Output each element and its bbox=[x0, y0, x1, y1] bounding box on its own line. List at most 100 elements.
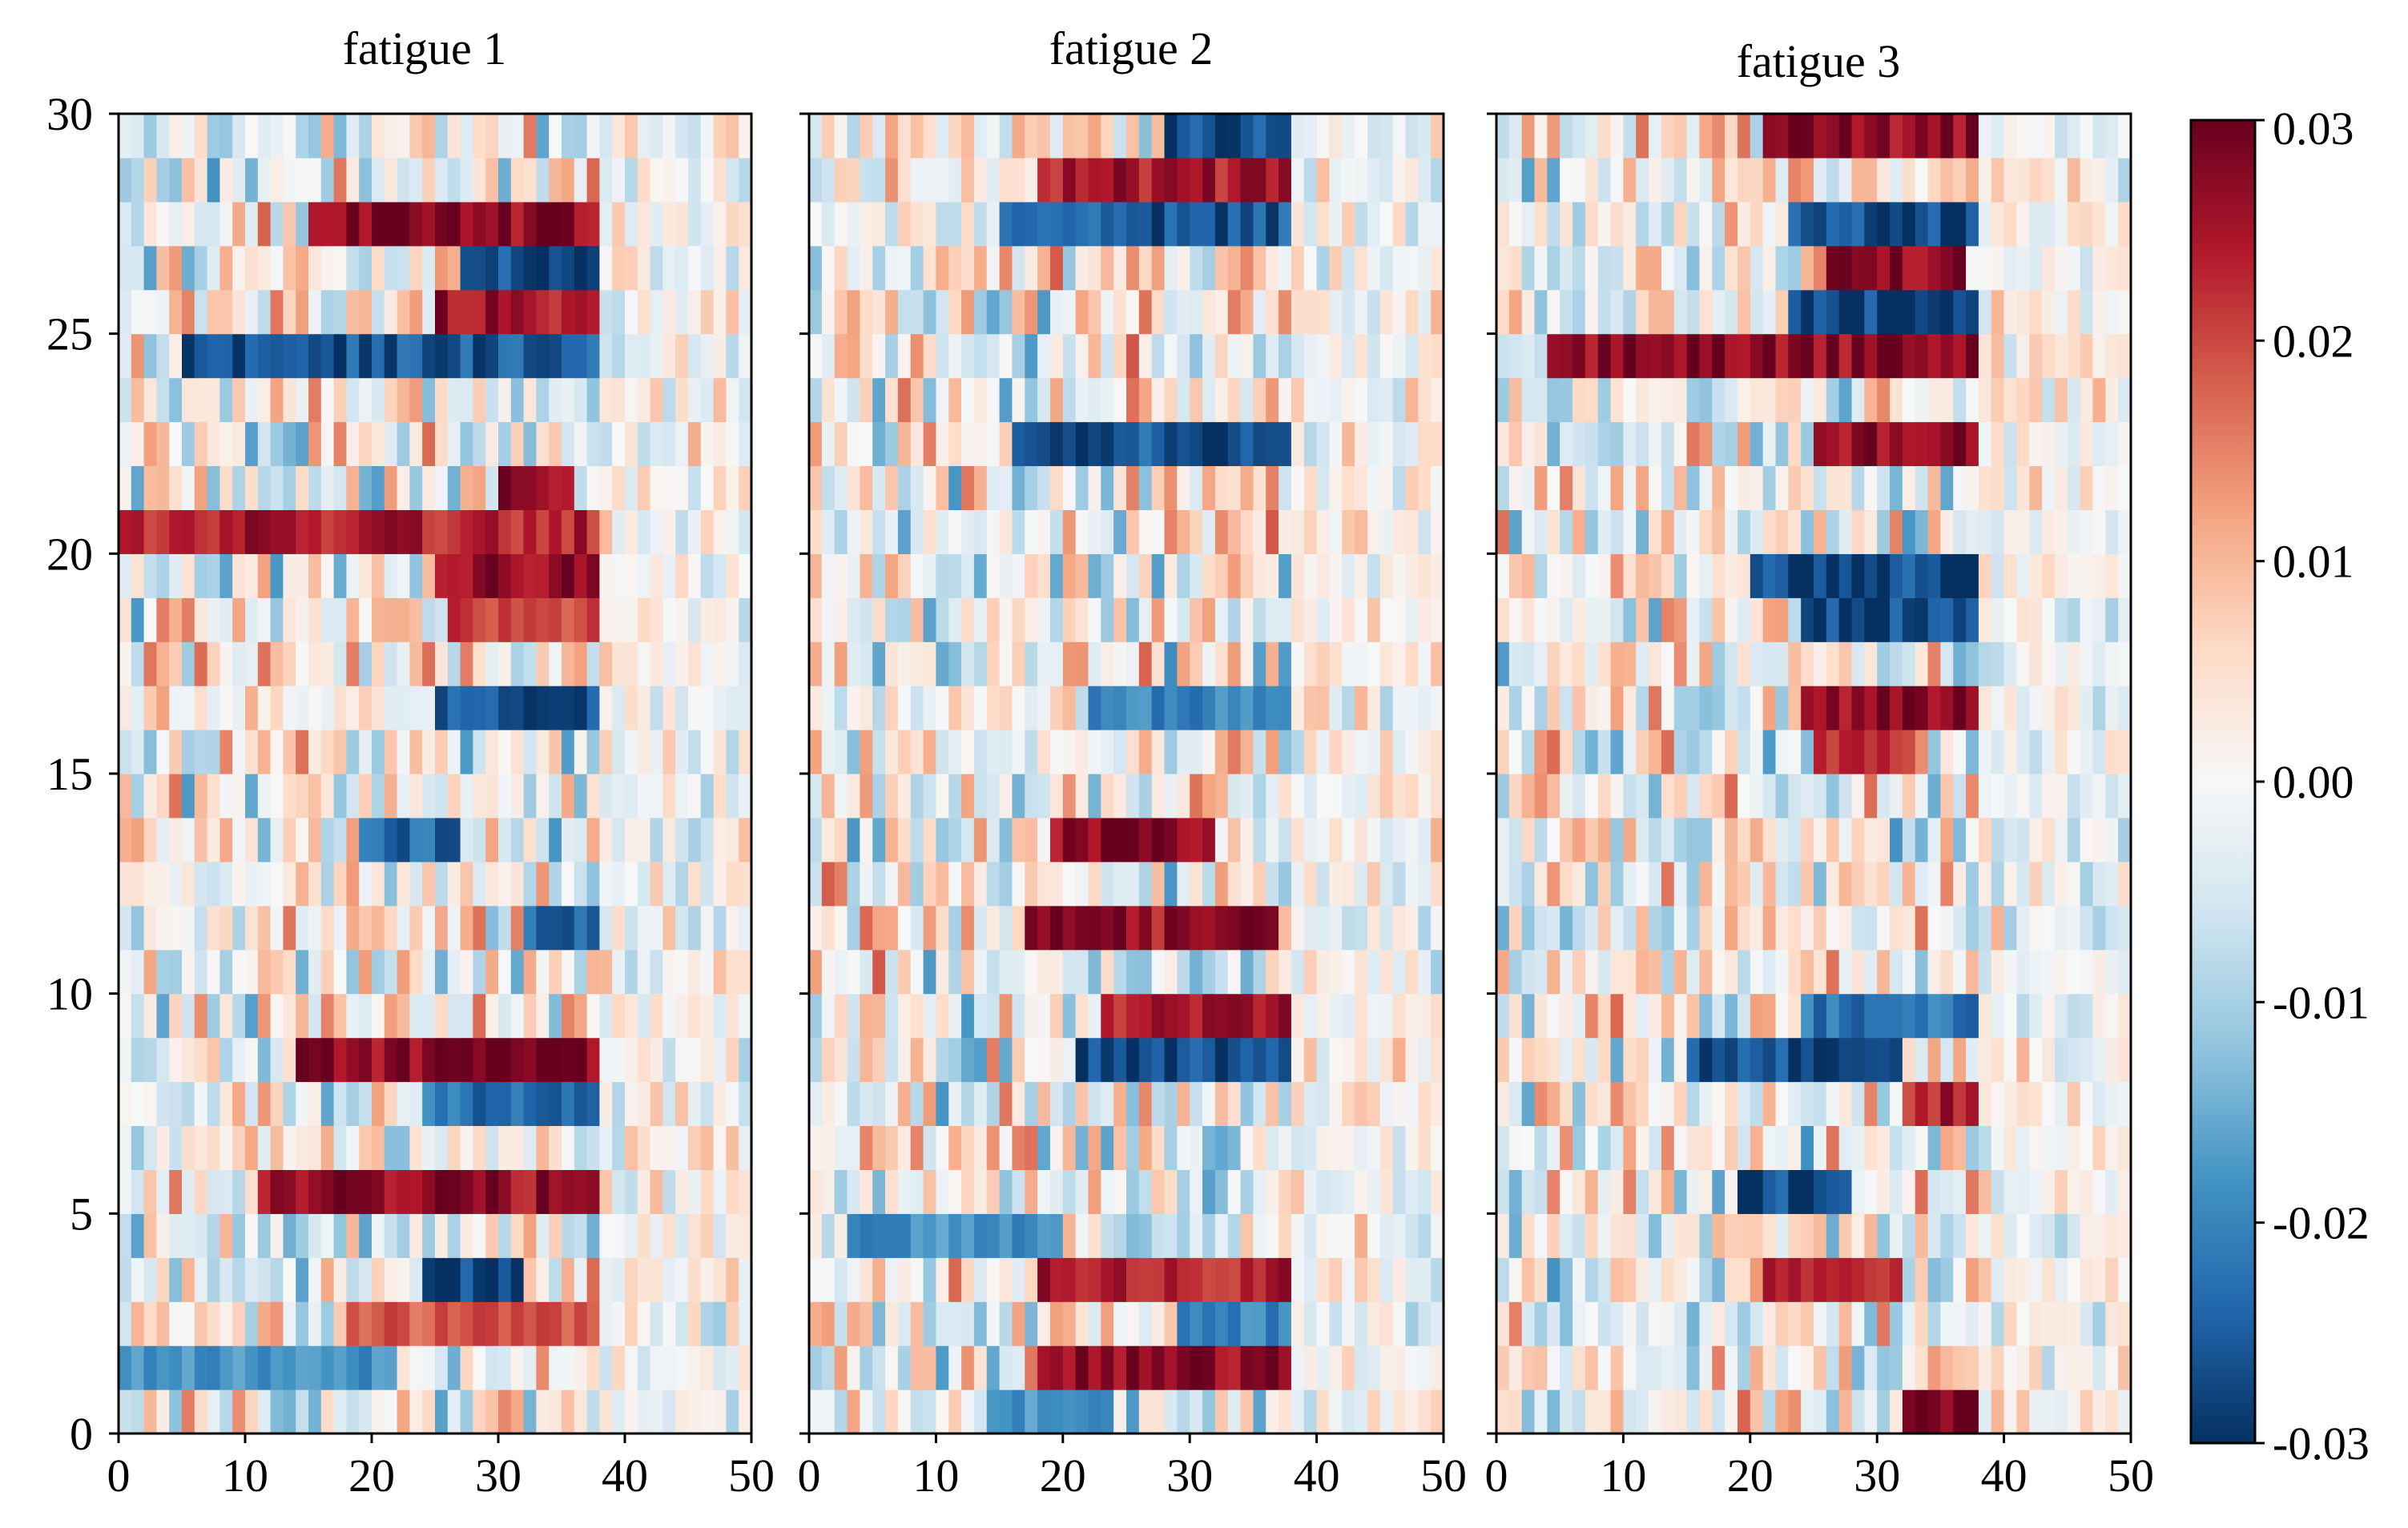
heatmap-cell bbox=[872, 245, 886, 291]
heatmap-cell bbox=[1826, 245, 1840, 291]
heatmap-cell bbox=[1266, 597, 1279, 642]
heatmap-cell bbox=[739, 1301, 752, 1346]
heatmap-cell bbox=[1788, 597, 1802, 642]
heatmap-cell bbox=[1037, 289, 1051, 335]
heatmap-cell bbox=[1725, 1125, 1738, 1170]
heatmap-cell bbox=[1547, 774, 1560, 818]
heatmap-cell bbox=[1673, 289, 1688, 335]
heatmap-cell bbox=[2029, 553, 2043, 598]
heatmap-cell bbox=[1303, 993, 1318, 1039]
heatmap-cell bbox=[625, 1213, 638, 1258]
heatmap-cell bbox=[1496, 861, 1510, 907]
heatmap-cell bbox=[1214, 1081, 1229, 1127]
heatmap-cell bbox=[1431, 905, 1444, 951]
heatmap-cell bbox=[1953, 509, 1967, 554]
heatmap-cell bbox=[1278, 1037, 1292, 1083]
heatmap-cell bbox=[219, 993, 233, 1039]
heatmap-cell bbox=[872, 1389, 886, 1434]
heatmap-cell bbox=[346, 817, 360, 863]
heatmap-cell bbox=[460, 245, 473, 291]
heatmap-cell bbox=[2016, 686, 2030, 730]
heatmap-cell bbox=[1025, 114, 1038, 159]
heatmap-cell bbox=[986, 1081, 1001, 1127]
heatmap-cell bbox=[435, 1213, 449, 1258]
heatmap-cell bbox=[1214, 641, 1229, 686]
heatmap-cell bbox=[809, 905, 823, 951]
heatmap-cell bbox=[574, 597, 588, 642]
heatmap-cell bbox=[1291, 553, 1305, 598]
heatmap-cell bbox=[2092, 509, 2106, 554]
heatmap-cell bbox=[182, 1301, 195, 1346]
heatmap-cell bbox=[359, 1169, 372, 1214]
heatmap-cell bbox=[625, 905, 638, 951]
heatmap-cell bbox=[662, 289, 676, 335]
heatmap-cell bbox=[1902, 641, 1916, 686]
heatmap-cell bbox=[1214, 730, 1229, 774]
heatmap-cell bbox=[498, 730, 512, 774]
heatmap-cell bbox=[1113, 1037, 1127, 1083]
heatmap-cell bbox=[1814, 1345, 1827, 1390]
heatmap-cell bbox=[999, 597, 1013, 642]
heatmap-cell bbox=[739, 1037, 752, 1083]
heatmap-cell bbox=[860, 157, 873, 203]
heatmap-cell bbox=[675, 774, 689, 818]
heatmap-cell bbox=[182, 114, 195, 159]
heatmap-cell bbox=[1037, 114, 1051, 159]
heatmap-cell bbox=[973, 465, 988, 510]
heatmap-cell bbox=[2042, 993, 2056, 1039]
heatmap-cell bbox=[372, 1037, 385, 1083]
heatmap-cell bbox=[485, 1389, 499, 1434]
heatmap-cell bbox=[1953, 817, 1967, 863]
heatmap-cell bbox=[1826, 1037, 1840, 1083]
heatmap-cell bbox=[384, 905, 398, 951]
heatmap-cell bbox=[625, 817, 638, 863]
heatmap-cell bbox=[897, 774, 912, 818]
heatmap-cell bbox=[1367, 686, 1381, 730]
heatmap-cell bbox=[910, 730, 924, 774]
heatmap-cell bbox=[1902, 114, 1916, 159]
heatmap-cell bbox=[1877, 1213, 1891, 1258]
heatmap-cell bbox=[739, 1125, 752, 1170]
heatmap-cell bbox=[1418, 421, 1432, 467]
heatmap-cell bbox=[384, 1345, 398, 1390]
x-tick-label: 20 bbox=[1727, 1450, 1774, 1502]
heatmap-cell bbox=[2092, 333, 2106, 379]
heatmap-cell bbox=[973, 686, 988, 730]
heatmap-cell bbox=[409, 686, 423, 730]
heatmap-cell bbox=[1572, 553, 1586, 598]
heatmap-cell bbox=[485, 377, 499, 423]
heatmap-cell bbox=[688, 377, 702, 423]
heatmap-cell bbox=[1126, 509, 1140, 554]
heatmap-cell bbox=[485, 949, 499, 995]
heatmap-cell bbox=[1750, 905, 1764, 951]
x-tick-label: 40 bbox=[1981, 1450, 2027, 1502]
heatmap-cell bbox=[1151, 861, 1166, 907]
heatmap-cell bbox=[999, 993, 1013, 1039]
heatmap-cell bbox=[1227, 1037, 1242, 1083]
heatmap-cell bbox=[1673, 1345, 1688, 1390]
heatmap-cell bbox=[320, 1125, 335, 1170]
heatmap-cell bbox=[1838, 114, 1853, 159]
heatmap-cell bbox=[1151, 1169, 1166, 1214]
heatmap-cell bbox=[973, 333, 988, 379]
heatmap-cell bbox=[283, 245, 296, 291]
heatmap-cell bbox=[923, 861, 936, 907]
heatmap-cell bbox=[1750, 509, 1764, 554]
heatmap-cell bbox=[1138, 245, 1153, 291]
heatmap-cell bbox=[1610, 686, 1624, 730]
heatmap-cell bbox=[182, 509, 195, 554]
heatmap-cell bbox=[1075, 597, 1089, 642]
heatmap-cell bbox=[2054, 730, 2068, 774]
heatmap-cell bbox=[1037, 597, 1051, 642]
heatmap-cell bbox=[1190, 421, 1203, 467]
heatmap-cell bbox=[1940, 597, 1954, 642]
heatmap-cell bbox=[961, 553, 975, 598]
heatmap-cell bbox=[1164, 1081, 1178, 1127]
heatmap-cell bbox=[1649, 1345, 1662, 1390]
heatmap-cell bbox=[1202, 1081, 1216, 1127]
heatmap-cell bbox=[809, 333, 823, 379]
heatmap-cell bbox=[1355, 686, 1368, 730]
heatmap-cell bbox=[1418, 333, 1432, 379]
heatmap-cell bbox=[688, 774, 702, 818]
heatmap-cell bbox=[447, 686, 461, 730]
